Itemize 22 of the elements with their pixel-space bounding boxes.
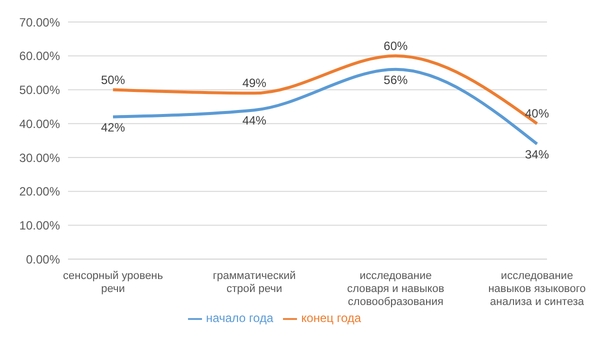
x-tick-label: грамматический строй речи	[212, 270, 296, 296]
data-label: 44%	[242, 114, 267, 128]
legend-label: начало года	[206, 311, 274, 326]
y-tick-label: 60.00%	[19, 49, 60, 64]
x-tick-label: сенсорный уровень речи	[63, 270, 164, 296]
data-label: 60%	[384, 38, 408, 53]
data-label: 50%	[100, 72, 126, 87]
y-tick-label: 0.00%	[26, 252, 60, 266]
legend-label: конец года	[301, 311, 362, 326]
y-tick-label: 10.00%	[19, 218, 60, 233]
data-label: 56%	[384, 72, 408, 87]
data-label: 34%	[524, 147, 550, 162]
data-label: 49%	[242, 76, 267, 90]
y-tick-label: 20.00%	[19, 184, 60, 199]
y-tick-label: 70.00%	[19, 15, 60, 30]
data-label: 40%	[524, 106, 550, 121]
y-tick-label: 50.00%	[19, 83, 60, 98]
x-tick-label: исследование словаря и навыков словообразования	[347, 270, 444, 308]
y-tick-label: 30.00%	[19, 150, 60, 165]
x-tick-label: исследование навыков языкового анализа и синтеза	[488, 270, 586, 308]
y-tick-label: 40.00%	[19, 116, 60, 131]
data-label: 42%	[100, 120, 126, 134]
